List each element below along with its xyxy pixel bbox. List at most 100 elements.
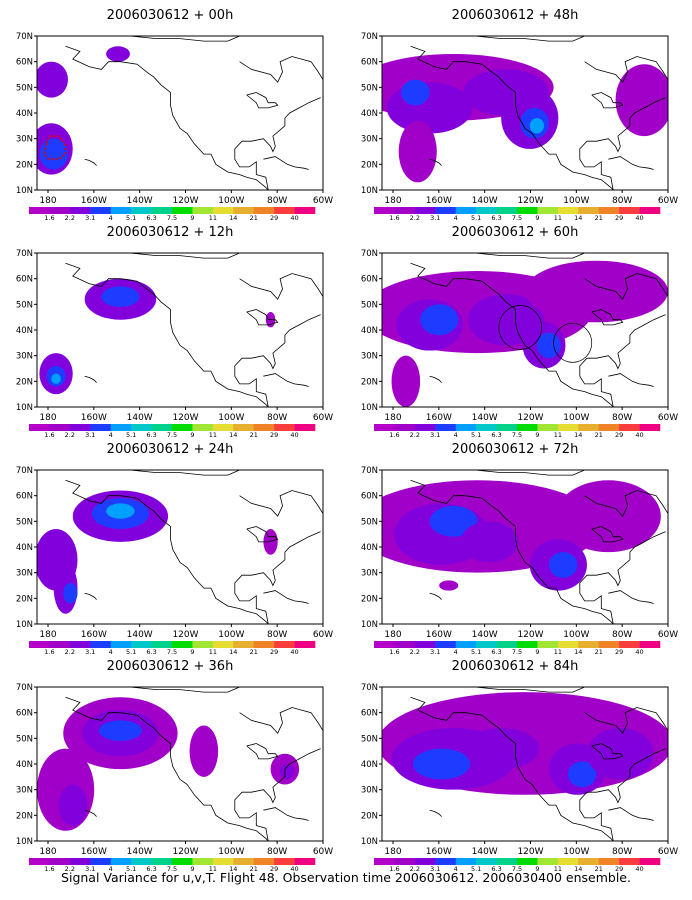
lat-tick-label: 30N: [361, 135, 378, 145]
coastline: [234, 748, 321, 841]
coastline: [234, 97, 321, 190]
variance-map: 70N 60N 50N 40N 30N 20N 10N 180 160W 140W 120W 100W…: [16, 683, 333, 871]
colorbar-swatch: [496, 641, 518, 648]
colorbar-label: 3.1: [85, 214, 95, 220]
colorbar-swatch: [455, 207, 477, 214]
lat-tick-label: 10N: [16, 403, 33, 413]
colorbar-swatch: [233, 207, 255, 214]
colorbar-label: 1.6: [389, 865, 399, 871]
lon-tick-label: 140W: [127, 196, 153, 206]
coastline: [234, 314, 321, 407]
lon-tick-label: 120W: [172, 413, 198, 423]
colorbar-swatch: [537, 641, 559, 648]
colorbar-swatch: [639, 641, 661, 648]
lon-tick-label: 120W: [172, 630, 198, 640]
coastline: [474, 253, 585, 259]
colorbar-swatch: [619, 641, 640, 648]
colorbar-swatch: [374, 641, 395, 648]
colorbar-swatch: [639, 424, 661, 431]
lon-tick-label: 80W: [267, 630, 287, 640]
colorbar-swatch: [49, 424, 71, 431]
lat-tick-label: 30N: [361, 569, 378, 579]
variance-contour: [58, 784, 88, 826]
panel-title: 2006030612 + 84h: [451, 659, 579, 674]
coastline: [246, 743, 279, 760]
lat-tick-label: 50N: [361, 300, 378, 310]
colorbar-swatch: [414, 858, 436, 865]
colorbar-label: 7.5: [512, 648, 522, 654]
variance-contour: [429, 505, 478, 537]
lat-tick-label: 20N: [16, 594, 33, 604]
lat-tick-label: 30N: [16, 786, 33, 796]
colorbar-swatch: [455, 858, 477, 865]
target-circle: [498, 305, 543, 350]
coastline: [410, 479, 614, 624]
colorbar-label: 29: [270, 431, 278, 437]
colorbar-swatch: [619, 858, 640, 865]
lat-tick-label: 10N: [16, 837, 33, 847]
lat-tick-label: 20N: [16, 811, 33, 821]
colorbar-swatch: [172, 207, 193, 214]
colorbar-swatch: [414, 207, 436, 214]
colorbar-label: 4: [454, 214, 458, 220]
lat-tick-label: 70N: [16, 32, 33, 42]
colorbar-swatch: [212, 641, 234, 648]
colorbar-swatch: [233, 424, 255, 431]
colorbar-swatch: [394, 641, 416, 648]
colorbar-label: 14: [574, 865, 582, 871]
coastline: [65, 479, 269, 624]
variance-contour: [386, 82, 473, 134]
panel-title: 2006030612 + 36h: [106, 659, 234, 674]
colorbar-swatch: [476, 641, 497, 648]
colorbar-swatch: [212, 858, 234, 865]
colorbar-swatch: [394, 424, 416, 431]
variance-map: 70N 60N 50N 40N 30N 20N 10N 180 160W 140W 120W 100W…: [16, 249, 333, 437]
coastline: [65, 696, 269, 841]
variance-map: 70N 60N 50N 40N 30N 20N 10N 180 160W 140W 120W 100W…: [16, 466, 333, 654]
lat-tick-label: 10N: [361, 403, 378, 413]
lon-tick-label: 180: [384, 413, 401, 423]
map-panel: 2006030612 + 84h 70N 60N 50N 40N 30N 20N 10N 180…: [350, 657, 680, 871]
colorbar-swatch: [598, 641, 620, 648]
lat-tick-label: 60N: [361, 709, 378, 719]
colorbar-swatch: [29, 424, 50, 431]
variance-contour: [467, 294, 545, 346]
lon-tick-label: 180: [39, 196, 56, 206]
colorbar-label: 9: [535, 865, 539, 871]
variance-contour: [615, 64, 668, 137]
colorbar-label: 14: [229, 214, 237, 220]
lat-tick-label: 40N: [16, 543, 33, 553]
variance-contour: [567, 761, 597, 788]
lon-tick-label: 80W: [612, 413, 632, 423]
colorbar-label: 1.6: [389, 648, 399, 654]
coastline: [129, 253, 240, 259]
colorbar-swatch: [274, 424, 295, 431]
coastline: [429, 809, 442, 817]
variance-contour: [555, 480, 661, 553]
coastline: [584, 490, 668, 517]
colorbar-label: 7.5: [167, 431, 177, 437]
colorbar-swatch: [110, 424, 132, 431]
colorbar-label: 7.5: [167, 214, 177, 220]
colorbar-swatch: [394, 207, 416, 214]
variance-contour: [536, 332, 561, 359]
panel-title: 2006030612 + 60h: [451, 225, 579, 240]
lon-tick-label: 180: [39, 847, 56, 857]
colorbar-swatch: [131, 207, 152, 214]
lat-tick-label: 30N: [16, 352, 33, 362]
variance-contour: [106, 503, 135, 519]
colorbar-label: 7.5: [167, 865, 177, 871]
map-panel: 2006030612 + 24h 70N 60N 50N 40N 30N 20N 10N 180…: [5, 440, 335, 654]
colorbar-swatch: [69, 424, 91, 431]
colorbar-label: 14: [574, 648, 582, 654]
colorbar-swatch: [496, 207, 518, 214]
colorbar-label: 29: [270, 214, 278, 220]
colorbar-label: 11: [209, 431, 217, 437]
lat-tick-label: 10N: [16, 620, 33, 630]
colorbar-label: 11: [209, 865, 217, 871]
colorbar-label: 7.5: [167, 648, 177, 654]
colorbar-label: 29: [270, 648, 278, 654]
variance-contour: [63, 582, 78, 604]
lon-tick-label: 160W: [426, 847, 452, 857]
panel-title: 2006030612 + 12h: [106, 225, 234, 240]
